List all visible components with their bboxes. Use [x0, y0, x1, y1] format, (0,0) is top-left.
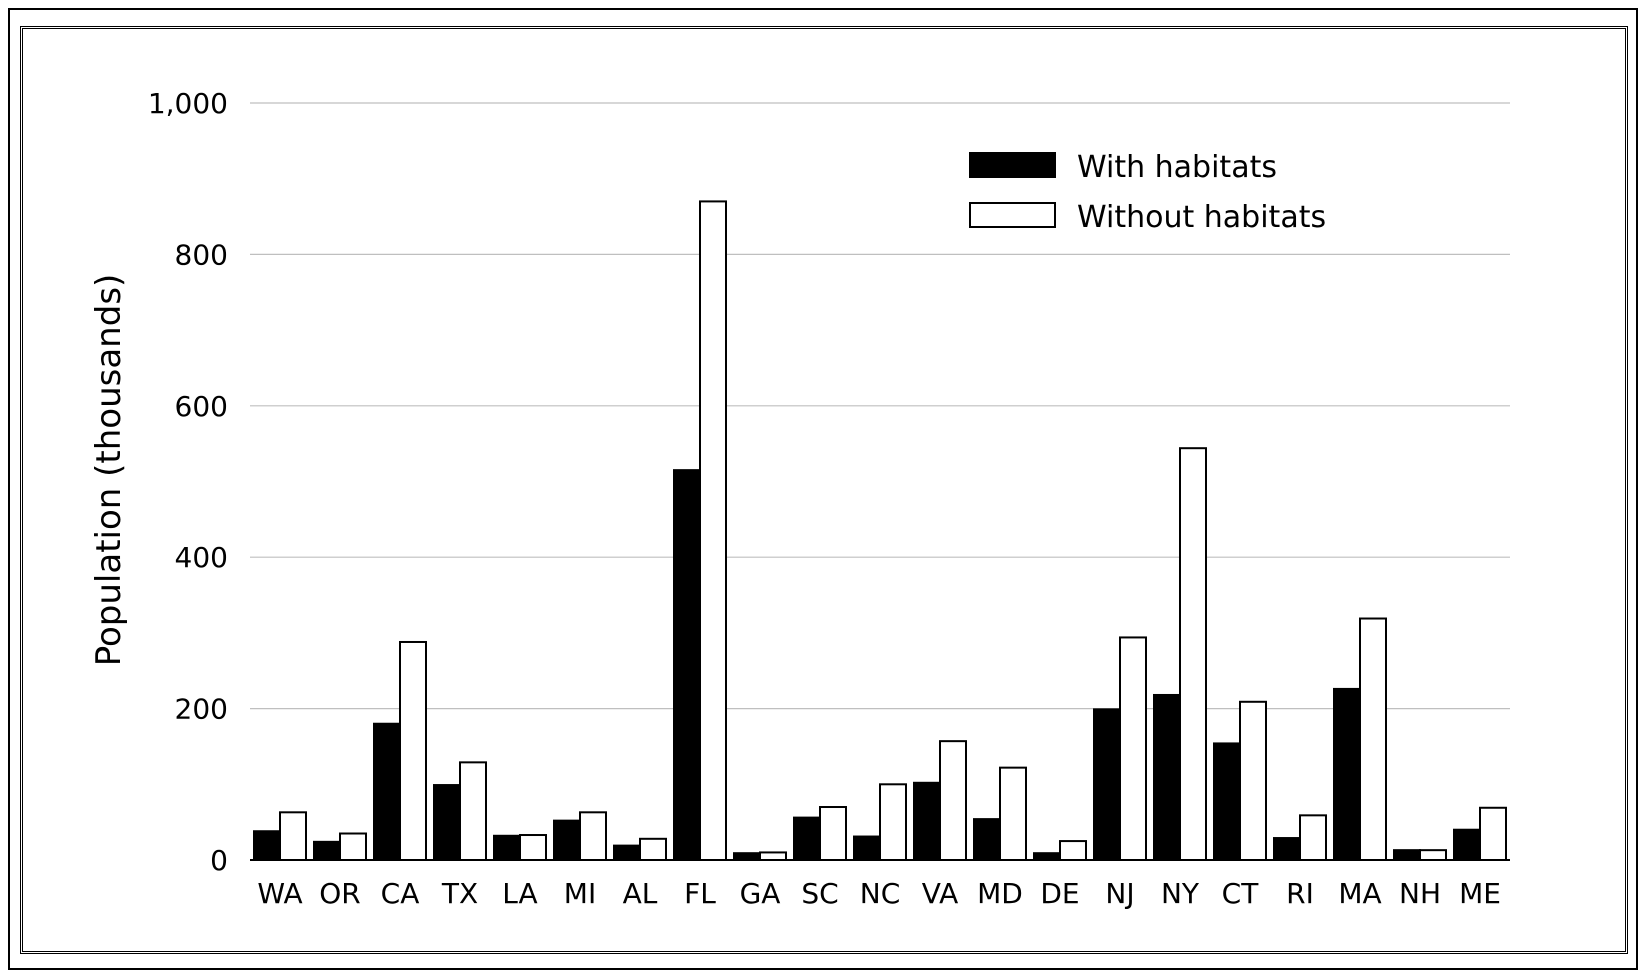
bar-ma-without-habitats [1359, 617, 1387, 862]
y-tick-label: 1,000 [148, 87, 228, 120]
bar-ga-with-habitats [733, 852, 761, 862]
bar-nj-with-habitats [1093, 708, 1121, 861]
bar-al-without-habitats [639, 837, 667, 862]
bar-ga-without-habitats [759, 851, 787, 861]
bar-ri-with-habitats [1273, 837, 1301, 861]
bar-fl-with-habitats [673, 469, 701, 861]
legend-label-without-habitats: Without habitats [1077, 200, 1326, 235]
y-tick-label: 400 [175, 541, 228, 574]
legend: With habitats Without habitats [969, 150, 1326, 235]
bar-la-without-habitats [519, 834, 547, 861]
y-tick-labels: 0 200 400 600 800 1,000 [148, 87, 228, 877]
x-tick-label-tx: TX [441, 877, 478, 910]
bar-me-without-habitats [1479, 806, 1507, 862]
bar-ma-with-habitats [1333, 687, 1361, 862]
x-tick-label-al: AL [623, 877, 658, 910]
bar-me-with-habitats [1453, 828, 1481, 861]
chart-outer-frame [8, 8, 1638, 970]
x-tick-label-wa: WA [257, 877, 302, 910]
x-tick-label-mi: MI [564, 877, 596, 910]
bar-sc-without-habitats [819, 806, 847, 862]
bar-tx-without-habitats [459, 761, 487, 861]
bar-or-without-habitats [339, 832, 367, 862]
chart-inner-frame [20, 26, 1628, 954]
bar-nc-without-habitats [879, 783, 907, 861]
bar-ca-without-habitats [399, 640, 427, 862]
bar-nh-with-habitats [1393, 849, 1421, 861]
bar-mi-without-habitats [579, 811, 607, 862]
bar-or-with-habitats [313, 840, 341, 861]
bar-la-with-habitats [493, 834, 521, 862]
bar-nc-with-habitats [853, 835, 881, 862]
x-tick-label-ny: NY [1161, 877, 1200, 910]
x-tick-labels: WA OR CA TX LA MI AL FL GA SC NC VA MD DE NJ NY CT RI MA NH… [257, 877, 1501, 910]
bar-al-with-habitats [613, 844, 641, 862]
x-tick-label-va: VA [922, 877, 959, 910]
x-tick-label-sc: SC [801, 877, 838, 910]
bar-md-without-habitats [999, 766, 1027, 861]
bar-ny-without-habitats [1179, 447, 1207, 861]
x-tick-label-nh: NH [1399, 877, 1441, 910]
bars [253, 200, 1507, 862]
bar-de-without-habitats [1059, 840, 1087, 862]
x-tick-label-ca: CA [381, 877, 420, 910]
y-axis-title: Population (thousands) [89, 274, 129, 667]
x-tick-label-ct: CT [1222, 877, 1260, 910]
bar-ct-without-habitats [1239, 700, 1267, 861]
bar-ct-with-habitats [1213, 742, 1241, 861]
bar-ri-without-habitats [1299, 814, 1327, 861]
x-tick-label-fl: FL [684, 877, 716, 910]
bar-tx-with-habitats [433, 784, 461, 862]
bar-ca-with-habitats [373, 722, 401, 861]
bar-de-with-habitats [1033, 852, 1061, 862]
bar-nh-without-habitats [1419, 849, 1447, 861]
y-tick-label: 0 [210, 844, 228, 877]
y-tick-label: 600 [175, 390, 228, 423]
x-tick-label-md: MD [977, 877, 1023, 910]
bar-va-without-habitats [939, 740, 967, 861]
bar-wa-with-habitats [253, 830, 281, 862]
bar-fl-without-habitats [699, 200, 727, 862]
x-tick-label-ga: GA [740, 877, 781, 910]
x-tick-label-ri: RI [1286, 877, 1314, 910]
x-tick-label-or: OR [319, 877, 361, 910]
bar-ny-with-habitats [1153, 693, 1181, 861]
bar-va-with-habitats [913, 781, 941, 862]
gridlines [250, 102, 1510, 710]
bar-sc-with-habitats [793, 816, 821, 861]
y-tick-label: 800 [175, 238, 228, 271]
legend-label-with-habitats: With habitats [1077, 150, 1277, 185]
x-tick-label-me: ME [1459, 877, 1501, 910]
bar-md-with-habitats [973, 818, 1001, 862]
x-tick-label-ma: MA [1338, 877, 1381, 910]
legend-swatch-with-habitats [969, 152, 1056, 178]
y-tick-label: 200 [175, 693, 228, 726]
x-tick-label-nj: NJ [1105, 877, 1134, 910]
bar-mi-with-habitats [553, 819, 581, 861]
x-tick-label-la: LA [502, 877, 537, 910]
x-tick-label-nc: NC [860, 877, 901, 910]
bar-nj-without-habitats [1119, 636, 1147, 862]
bar-wa-without-habitats [279, 811, 307, 862]
x-tick-label-de: DE [1040, 877, 1079, 910]
legend-swatch-without-habitats [969, 202, 1056, 228]
